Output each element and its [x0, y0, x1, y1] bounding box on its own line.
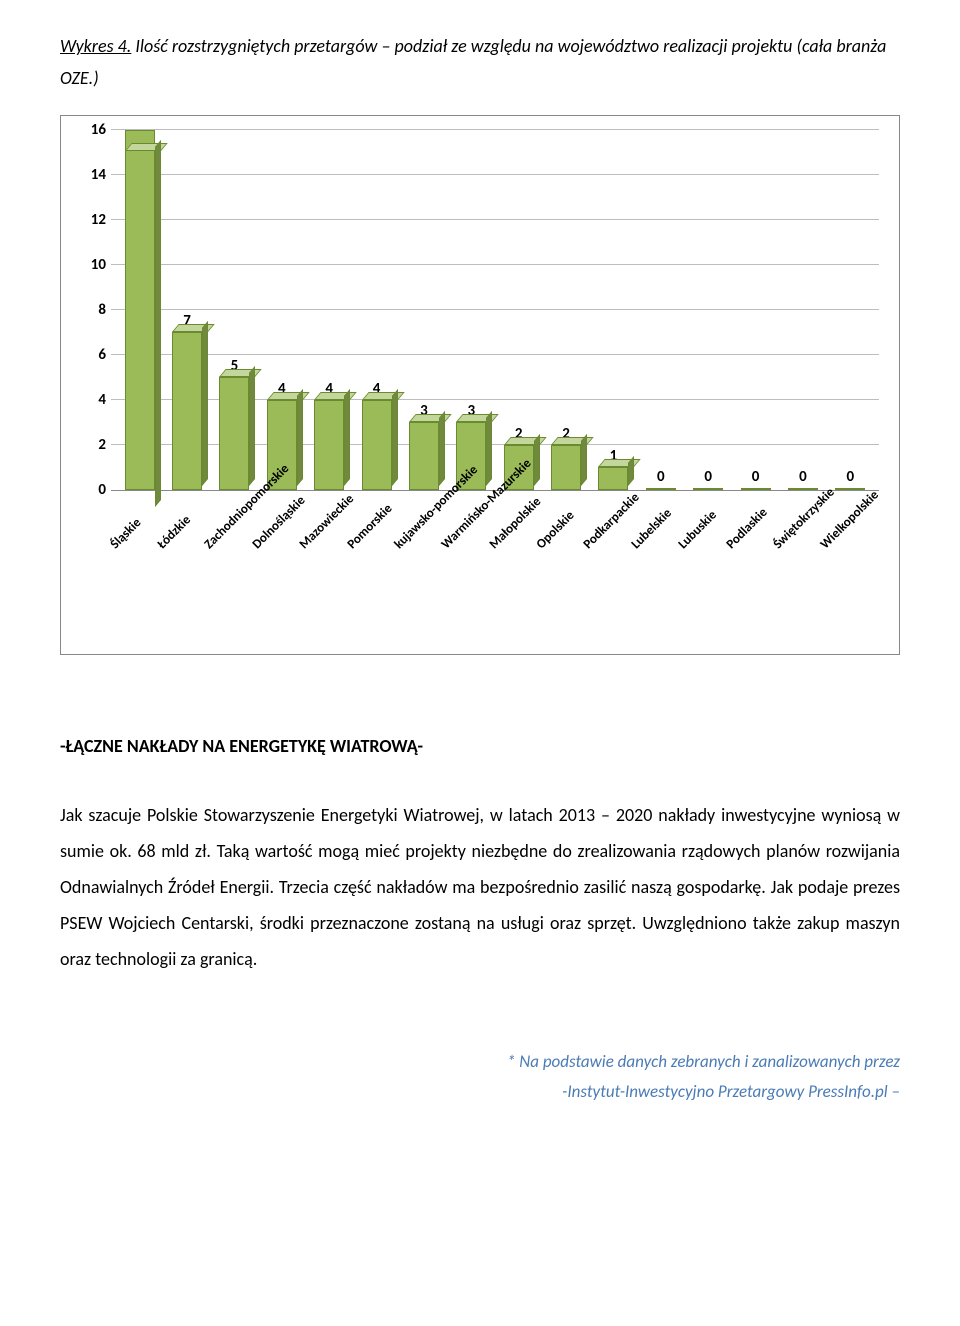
chart-ytick: 4	[81, 391, 106, 409]
chart-bar	[551, 445, 581, 490]
chart-x-label: Świętokrzyskie	[771, 527, 796, 552]
chart-ytick: 8	[81, 301, 106, 319]
chart-ytick: 2	[81, 436, 106, 454]
footnote: * Na podstawie danych zebranych i zanali…	[60, 1047, 900, 1108]
chart-x-label: Podlaskie	[723, 527, 748, 552]
chart-x-label: Małopolskie	[486, 527, 511, 552]
chart-title-rest: Ilość rozstrzygniętych przetargów – podz…	[60, 35, 886, 89]
chart-bar-slot: 2	[542, 131, 589, 490]
chart-gridline	[111, 129, 879, 130]
chart-x-label-slot: Podkarpackie	[590, 499, 637, 514]
chart-bar	[172, 332, 202, 490]
chart-bar-slot: 3	[400, 131, 447, 490]
chart-bar	[409, 422, 439, 490]
footnote-line-2: -Instytut-Inwestycyjno Przetargowy Press…	[60, 1077, 900, 1108]
chart-ytick: 10	[81, 256, 106, 274]
chart-x-label: Dolnośląskie	[249, 527, 274, 552]
chart-x-label-slot: Mazowieckie	[306, 499, 353, 514]
chart-bar-slot: 7	[163, 131, 210, 490]
chart-x-label: Lubuskie	[676, 527, 701, 552]
chart-x-label: Podkarpackie	[581, 527, 606, 552]
chart-bars: 167544433221 0 0 0 0 0	[111, 131, 879, 490]
bar-chart: 024681012141616754443322100000 ŚląskieŁó…	[60, 115, 900, 655]
chart-x-label-slot: Lubuskie	[685, 499, 732, 514]
chart-bar-slot: 2	[495, 131, 542, 490]
chart-x-label-slot: Opolskie	[542, 499, 589, 514]
chart-x-label: Wielkopolskie	[818, 527, 843, 552]
chart-x-label: Śląskie	[107, 527, 132, 552]
chart-bar-value: 0	[847, 468, 855, 486]
chart-bar	[362, 400, 392, 490]
chart-bar-slot: 4	[258, 131, 305, 490]
chart-x-label: kujawsko-pomorskie	[392, 527, 417, 552]
chart-ytick: 6	[81, 346, 106, 364]
chart-bar-slot: 0	[779, 131, 826, 490]
chart-bar-value: 0	[799, 468, 807, 486]
chart-bar	[646, 488, 676, 490]
chart-x-label: Mazowieckie	[297, 527, 322, 552]
chart-bar-slot: 0	[637, 131, 684, 490]
chart-x-label: Zachodniopomorskie	[202, 527, 227, 552]
chart-x-label-slot: Warmińsko-Mazurskie	[448, 499, 495, 514]
chart-bar-slot: 0	[827, 131, 874, 490]
chart-bar-slot: 0	[685, 131, 732, 490]
chart-bar	[598, 467, 628, 490]
chart-x-label-slot: Wielkopolskie	[827, 499, 874, 514]
chart-x-label-slot: Pomorskie	[353, 499, 400, 514]
chart-bar-slot: 3	[448, 131, 495, 490]
chart-plot-area: 024681012141616754443322100000	[111, 131, 879, 491]
chart-bar-slot: 0	[732, 131, 779, 490]
chart-bar-value: 0	[704, 468, 712, 486]
chart-x-label-slot: Małopolskie	[495, 499, 542, 514]
chart-bar-value: 0	[752, 468, 760, 486]
chart-bar	[314, 400, 344, 490]
footnote-line-1: * Na podstawie danych zebranych i zanali…	[60, 1047, 900, 1078]
chart-bar-slot: 16	[116, 131, 163, 490]
body-paragraph: Jak szacuje Polskie Stowarzyszenie Energ…	[60, 797, 900, 977]
chart-bar	[741, 488, 771, 490]
chart-ytick: 0	[81, 481, 106, 499]
chart-x-label-slot: Zachodniopomorskie	[211, 499, 258, 514]
chart-x-label-slot: Świętokrzyskie	[779, 499, 826, 514]
chart-bar	[835, 488, 865, 490]
chart-x-label-slot: Podlaskie	[732, 499, 779, 514]
chart-x-label: Opolskie	[534, 527, 559, 552]
section-heading: -ŁĄCZNE NAKŁADY NA ENERGETYKĘ WIATROWĄ-	[60, 735, 900, 757]
chart-bar-slot: 1	[590, 131, 637, 490]
chart-title-lead: Wykres 4.	[60, 35, 131, 57]
chart-ytick: 16	[81, 121, 106, 139]
chart-ytick: 14	[81, 166, 106, 184]
chart-bar	[693, 488, 723, 490]
chart-bar	[125, 151, 155, 490]
chart-x-label-slot: Łódzkie	[163, 499, 210, 514]
chart-x-label: Łódzkie	[155, 527, 180, 552]
chart-x-label-slot: kujawsko-pomorskie	[400, 499, 447, 514]
chart-title: Wykres 4. Ilość rozstrzygniętych przetar…	[60, 30, 900, 95]
chart-bar-slot: 5	[211, 131, 258, 490]
chart-bar-slot: 4	[306, 131, 353, 490]
chart-x-label: Pomorskie	[344, 527, 369, 552]
chart-bar-slot: 4	[353, 131, 400, 490]
chart-x-labels: ŚląskieŁódzkieZachodniopomorskieDolnoślą…	[111, 491, 879, 514]
chart-bar	[219, 377, 249, 490]
chart-bar	[788, 488, 818, 490]
chart-x-label-slot: Dolnośląskie	[258, 499, 305, 514]
chart-bar-value: 0	[657, 468, 665, 486]
chart-x-label: Lubelskie	[628, 527, 653, 552]
chart-x-label: Warmińsko-Mazurskie	[439, 527, 464, 552]
chart-ytick: 12	[81, 211, 106, 229]
chart-x-label-slot: Lubelskie	[637, 499, 684, 514]
